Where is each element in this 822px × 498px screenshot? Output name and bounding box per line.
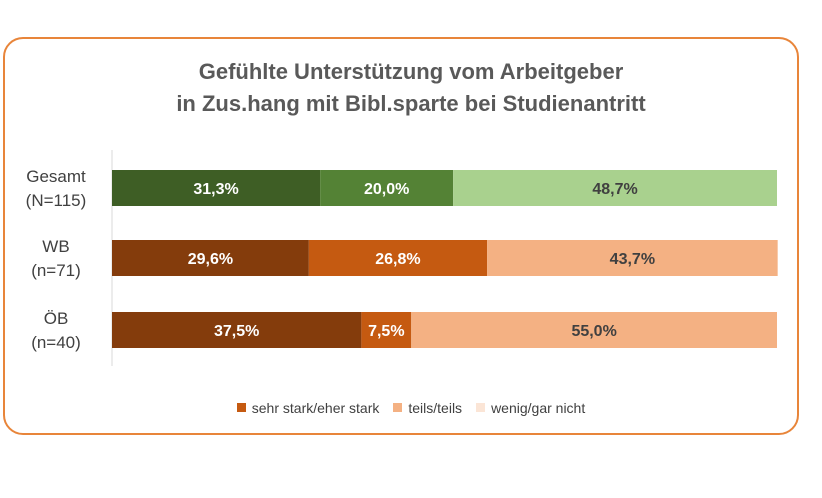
- data-label: 37,5%: [214, 323, 259, 340]
- legend-swatch: [393, 403, 403, 412]
- chart-frame: [3, 37, 799, 435]
- legend-item-sehr-stark-eher-stark: sehr stark/eher stark: [236, 399, 380, 416]
- chart-title-line-2: in Zus.hang mit Bibl.sparte bei Studiena…: [176, 91, 646, 116]
- chart-legend: sehr stark/eher stark teils/teils wenig/ga…: [0, 399, 822, 416]
- data-label: 7,5%: [368, 323, 404, 340]
- data-label: 20,0%: [364, 181, 409, 198]
- legend-label: sehr stark/eher stark: [251, 399, 380, 416]
- data-label: 48,7%: [592, 181, 637, 198]
- bar-segment-teils-teils: [308, 240, 488, 276]
- legend-item-wenig-gar-nicht: wenig/gar nicht: [476, 400, 585, 416]
- category-label: (n=71): [31, 261, 81, 280]
- legend-swatch: [476, 403, 486, 412]
- category-label: (N=115): [26, 191, 87, 210]
- bar-segment-sehr-stark-eher-stark: [112, 240, 309, 276]
- chart-title: Gefühlte Unterstützung vom Arbeitgeber i…: [0, 56, 822, 120]
- category-label: (n=40): [31, 333, 81, 352]
- data-label: 31,3%: [193, 181, 238, 198]
- legend-label: teils/teils: [408, 399, 463, 416]
- category-label: ÖB: [44, 309, 69, 328]
- bar-segment-wenig-gar-nicht: [411, 312, 777, 348]
- bar-segment-wenig-gar-nicht: [453, 170, 777, 206]
- data-label: 55,0%: [571, 323, 616, 340]
- category-label: Gesamt: [26, 167, 86, 186]
- legend-item-teils-teils: teils/teils: [393, 400, 462, 416]
- bar-segment-sehr-stark-eher-stark: [112, 312, 362, 348]
- legend-swatch: [236, 403, 246, 412]
- chart-title-line-1: Gefühlte Unterstützung vom Arbeitgeber: [198, 59, 624, 84]
- bar-segment-teils-teils: [361, 312, 412, 348]
- bar-segment-teils-teils: [320, 170, 454, 206]
- data-label: 29,6%: [188, 251, 233, 268]
- data-label: 26,8%: [375, 251, 420, 268]
- bar-segment-sehr-stark-eher-stark: [112, 170, 321, 206]
- legend-label: wenig/gar nicht: [491, 399, 586, 416]
- bar-segment-wenig-gar-nicht: [487, 240, 778, 276]
- data-label: 43,7%: [610, 251, 655, 268]
- category-label: WB: [42, 237, 69, 256]
